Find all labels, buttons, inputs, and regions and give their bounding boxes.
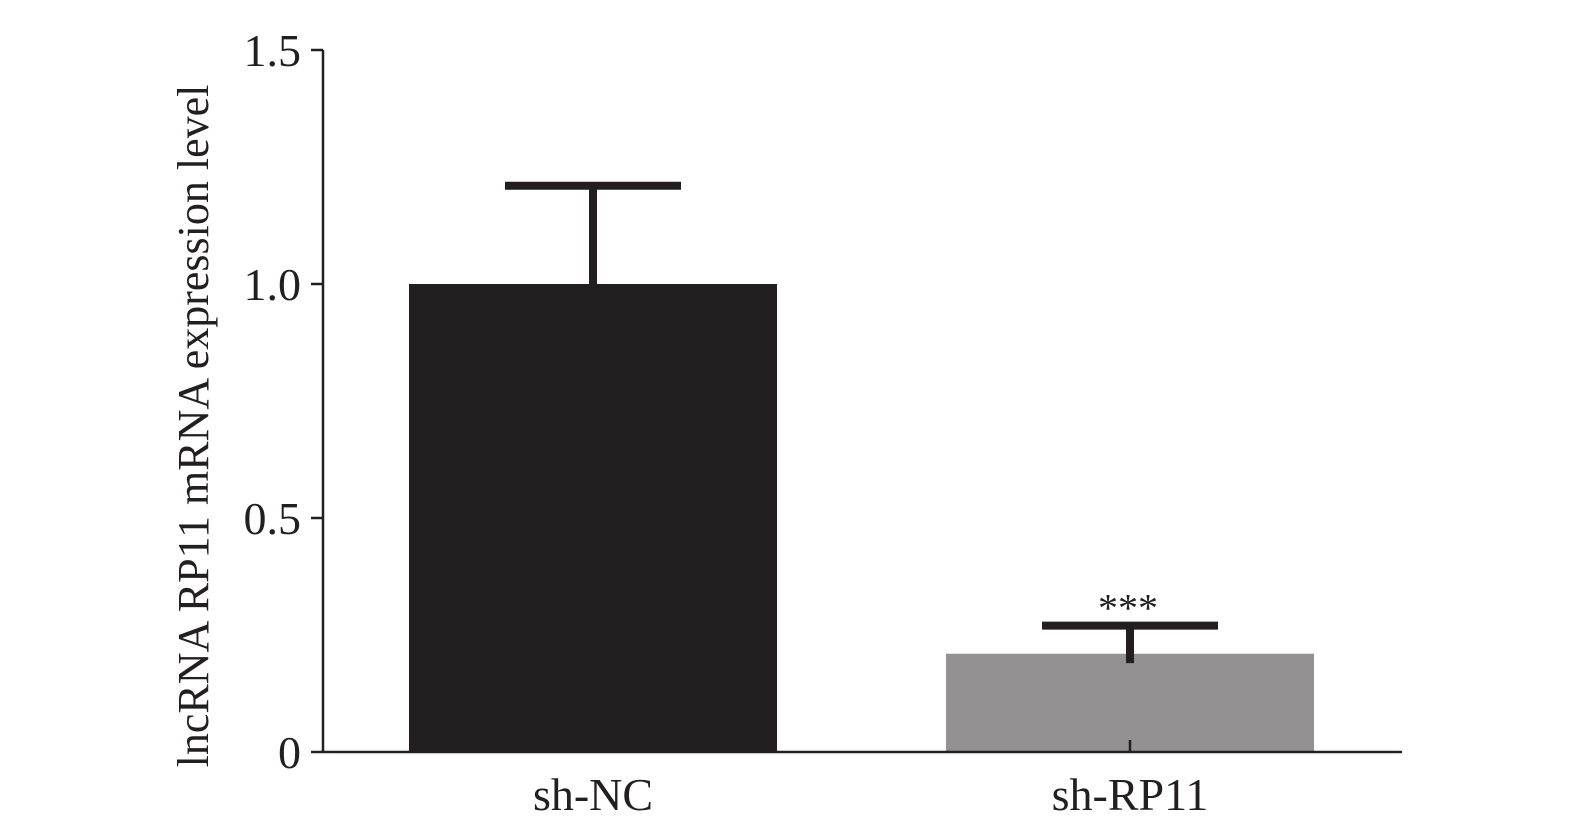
significance-markers: ***	[1098, 586, 1158, 631]
y-axis-label: lncRNA RP11 mRNA expression level	[169, 85, 218, 768]
x-category-label: sh-RP11	[1052, 769, 1209, 820]
x-category-label: sh-NC	[533, 769, 653, 820]
significance-marker: ***	[1098, 586, 1158, 631]
error-bar	[1042, 621, 1218, 664]
bar	[409, 284, 777, 752]
error-bars	[505, 181, 1218, 664]
error-bar	[505, 181, 681, 284]
y-tick-label: 1.5	[244, 25, 302, 76]
bars	[409, 284, 1314, 752]
x-axis-categories: sh-NC sh-RP11	[533, 740, 1208, 820]
y-tick-label: 0.5	[244, 493, 302, 544]
y-tick-label: 0	[278, 727, 301, 778]
y-axis-ticks: 0 0.5 1.0 1.5	[244, 25, 323, 778]
bar	[946, 653, 1314, 752]
y-tick-label: 1.0	[244, 259, 302, 310]
